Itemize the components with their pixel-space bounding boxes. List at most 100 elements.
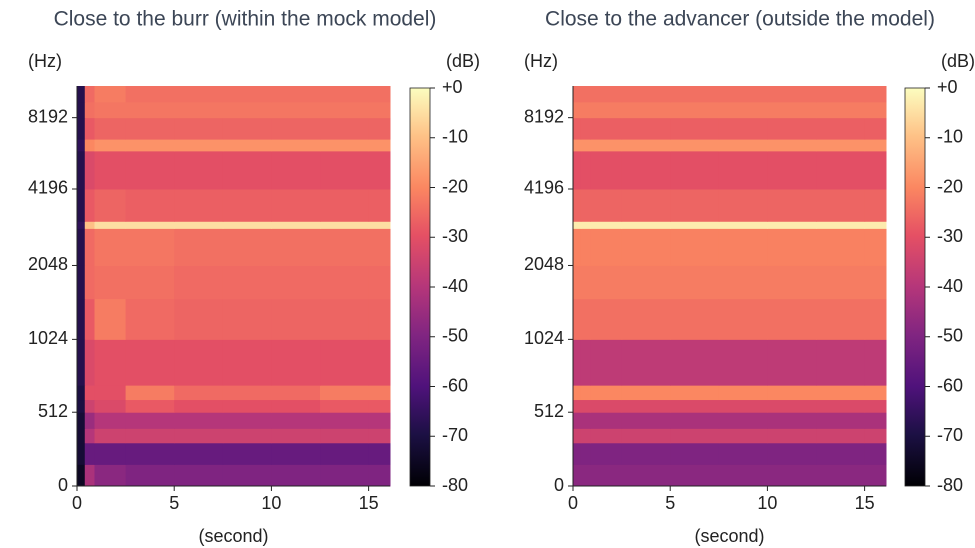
heatmap-cell (125, 150, 175, 190)
heatmap-cell (84, 86, 95, 103)
heatmap-cell (580, 412, 591, 429)
heatmap-cell (767, 139, 817, 152)
heatmap-cell (222, 442, 272, 465)
y-tick-label: 512 (534, 401, 564, 421)
heatmap-cell (271, 188, 321, 222)
heatmap-cell (590, 339, 623, 386)
heatmap-cell (816, 412, 866, 429)
heatmap-cell (621, 385, 671, 401)
heatmap-cell (767, 86, 817, 103)
x-tick-label: 10 (261, 493, 281, 513)
heatmap-cell (590, 265, 623, 300)
heatmap-cell (590, 188, 623, 222)
heatmap-cell (767, 265, 817, 300)
heatmap-cell (125, 464, 175, 487)
heatmap-cell (767, 228, 817, 266)
chart-title: Close to the burr (within the mock model… (54, 8, 437, 31)
heatmap-cell (94, 265, 127, 300)
heatmap-cell (580, 428, 591, 444)
heatmap-cell (573, 228, 582, 266)
heatmap-cell (77, 150, 86, 190)
heatmap-cell (320, 339, 370, 386)
heatmap-cell (222, 428, 272, 444)
colorbar-tick-label: -30 (937, 226, 963, 246)
heatmap-cell (125, 86, 175, 103)
heatmap-cell (864, 385, 887, 401)
heatmap-cell (670, 442, 720, 465)
heatmap-cell (767, 464, 817, 487)
heatmap-cell (621, 150, 671, 190)
heatmap-cell (222, 221, 272, 229)
colorbar-tick-label: +0 (937, 77, 958, 97)
heatmap-cell (573, 339, 582, 386)
heatmap-cell (320, 399, 370, 413)
heatmap-cell (271, 117, 321, 140)
heatmap-cell (174, 221, 224, 229)
heatmap-cell (580, 464, 591, 487)
heatmap-cell (174, 339, 224, 386)
heatmap-cell (621, 188, 671, 222)
y-tick-label: 4196 (28, 178, 68, 198)
heatmap-cell (84, 399, 95, 413)
heatmap-cell (125, 428, 175, 444)
heatmap-cell (816, 188, 866, 222)
heatmap-cell (590, 412, 623, 429)
heatmap-cell (590, 442, 623, 465)
colorbar-tick-label: -40 (937, 276, 963, 296)
heatmap-cell (767, 442, 817, 465)
heatmap-cell (84, 339, 95, 386)
heatmap-cell (77, 412, 86, 429)
heatmap-cell (864, 221, 887, 229)
heatmap-cell (816, 399, 866, 413)
heatmap-cell (368, 150, 391, 190)
heatmap-cell (368, 86, 391, 103)
heatmap-cell (573, 265, 582, 300)
heatmap-cell (84, 298, 95, 340)
heatmap-cell (368, 188, 391, 222)
heatmap-cell (77, 117, 86, 140)
heatmap-cell (580, 86, 591, 103)
heatmap-cell (84, 101, 95, 119)
heatmap-cell (718, 221, 768, 229)
x-tick-label: 0 (568, 493, 578, 513)
heatmap-cell (320, 86, 370, 103)
heatmap-cell (222, 464, 272, 487)
y-tick-label: 512 (38, 401, 68, 421)
heatmap-cell (573, 399, 582, 413)
colorbar-tick-label: -20 (442, 176, 468, 196)
x-tick-label: 15 (359, 493, 379, 513)
heatmap-cell (271, 228, 321, 266)
heatmap-cell (320, 464, 370, 487)
x-axis-label: (second) (694, 526, 764, 546)
heatmap-cell (718, 139, 768, 152)
heatmap-cell (125, 139, 175, 152)
heatmap-cell (621, 86, 671, 103)
heatmap-cell (271, 442, 321, 465)
heatmap-cell (580, 442, 591, 465)
heatmap-cell (864, 442, 887, 465)
heatmap-cell (94, 464, 127, 487)
heatmap-cell (222, 339, 272, 386)
heatmap-cell (77, 428, 86, 444)
heatmap-cell (816, 150, 866, 190)
heatmap-cell (368, 428, 391, 444)
heatmap-cell (580, 188, 591, 222)
heatmap-cell (767, 298, 817, 340)
heatmap-cell (767, 221, 817, 229)
heatmap-cell (271, 428, 321, 444)
heatmap-cell (573, 221, 582, 229)
heatmap-cell (222, 265, 272, 300)
heatmap-cell (174, 139, 224, 152)
heatmap-cell (84, 221, 95, 229)
heatmap-cell (222, 188, 272, 222)
heatmap-cell (94, 399, 127, 413)
heatmap-cell (368, 101, 391, 119)
heatmap-cell (864, 86, 887, 103)
heatmap-cell (590, 139, 623, 152)
heatmap-cell (77, 464, 86, 487)
heatmap-cell (320, 221, 370, 229)
y-tick-label: 2048 (524, 254, 564, 274)
heatmap-cell (125, 221, 175, 229)
heatmap-cell (77, 228, 86, 266)
heatmap-cell (670, 221, 720, 229)
